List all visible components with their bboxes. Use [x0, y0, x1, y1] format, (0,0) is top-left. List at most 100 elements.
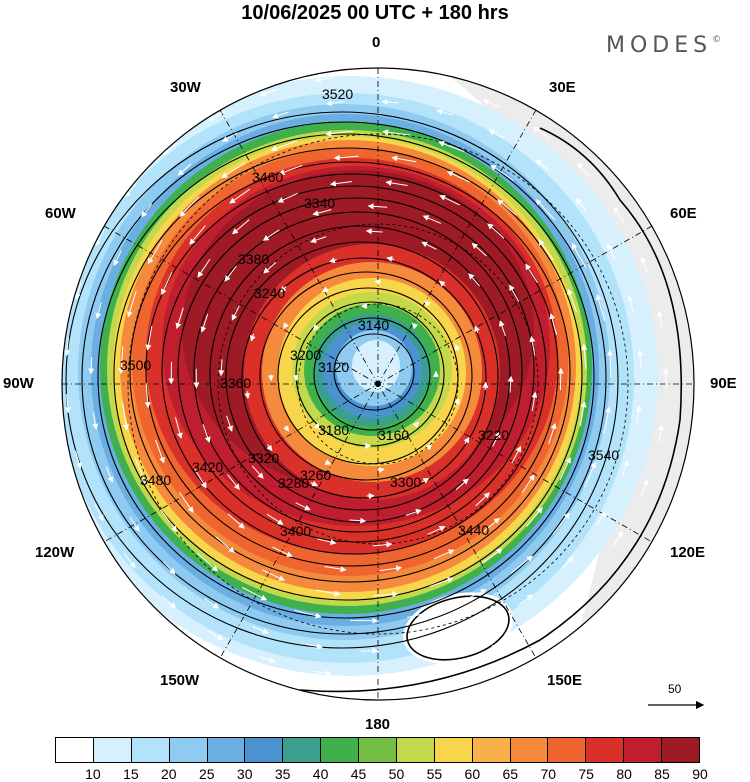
wind-vector: [313, 422, 321, 430]
wind-vector: [263, 262, 277, 274]
wind-vector: [278, 165, 303, 175]
colorbar-label: 15: [123, 766, 139, 782]
wind-vector: [312, 209, 332, 217]
vector-scale-label: 50: [668, 682, 682, 696]
wind-vector: [141, 203, 153, 218]
wind-vector: [438, 141, 465, 153]
wind-vector: [155, 439, 165, 464]
wind-vector: [271, 111, 289, 119]
wind-vector: [581, 343, 588, 369]
wind-vector: [482, 517, 500, 533]
wind-vector: [492, 431, 501, 447]
wind-vector: [118, 346, 125, 375]
wind-vector: [252, 626, 270, 634]
brand-name: MODES: [606, 33, 713, 58]
contour-label: 3500: [120, 357, 151, 373]
wind-vector: [425, 444, 433, 451]
wind-vector: [497, 199, 517, 216]
wind-vector: [640, 479, 649, 498]
wind-vector: [310, 236, 327, 244]
colorbar-swatch-5: [245, 738, 284, 762]
wind-vector: [74, 281, 82, 300]
wind-vector: [637, 349, 644, 368]
wind-vector: [313, 670, 332, 677]
colorbar-swatch-11: [472, 738, 511, 762]
lon-label-90w: 90W: [3, 375, 34, 392]
wind-vector: [511, 445, 522, 464]
wind-vector: [482, 381, 489, 391]
wind-vector: [391, 155, 417, 163]
wind-vector: [507, 375, 514, 393]
wind-vector: [373, 591, 399, 598]
wind-vector: [206, 630, 224, 641]
colorbar-label: 80: [616, 766, 632, 782]
colorbar-swatch-3: [169, 738, 208, 762]
brand-mark: ©: [712, 35, 722, 45]
wind-vector: [421, 478, 430, 484]
wind-vector: [488, 129, 505, 139]
wind-vector: [231, 305, 240, 321]
wind-vector: [455, 478, 469, 490]
wind-vector: [179, 196, 200, 218]
wind-vector: [161, 272, 173, 296]
wind-vector: [482, 99, 501, 109]
wind-vector: [123, 552, 136, 569]
wind-vector: [509, 284, 520, 302]
colorbar-swatch-15: [624, 738, 662, 762]
contour-label: 3160: [378, 427, 409, 443]
contour-label: 3420: [192, 459, 223, 475]
colorbar-label: 30: [236, 766, 253, 782]
wind-vector: [461, 589, 487, 602]
wind-vector: [371, 73, 391, 80]
wind-vector: [627, 295, 634, 313]
wind-vector: [221, 132, 238, 142]
lon-label-0: 0: [372, 34, 381, 51]
wind-vector: [471, 242, 487, 257]
wind-vector: [421, 241, 437, 250]
wind-vector: [538, 239, 554, 261]
wind-vector: [367, 203, 388, 210]
wind-vector: [312, 323, 320, 331]
wind-vector: [475, 492, 491, 507]
wind-vector: [144, 383, 151, 409]
wind-vector: [163, 142, 178, 156]
wind-vector: [386, 256, 395, 262]
wind-vector: [575, 576, 589, 591]
wind-vector: [325, 100, 344, 107]
wind-vector: [328, 257, 337, 264]
colorbar-swatch-2: [131, 738, 170, 762]
lon-label-90e: 90E: [710, 375, 737, 392]
wind-vector: [258, 655, 277, 664]
wind-vector: [145, 325, 153, 351]
wind-vector: [498, 320, 506, 337]
wind-vector: [621, 459, 629, 477]
wind-vector: [64, 394, 71, 414]
wind-vector: [126, 290, 137, 318]
wind-vector: [405, 508, 422, 516]
colorbar-swatch-1: [93, 738, 132, 762]
wind-vector: [525, 263, 538, 283]
wind-vector: [178, 491, 194, 513]
contour-label: 3200: [290, 347, 321, 363]
wind-vector: [575, 198, 587, 213]
wind-vector: [161, 595, 177, 609]
wind-vector: [229, 188, 251, 204]
wind-vector: [577, 162, 591, 177]
wind-vector: [221, 162, 245, 179]
colorbar: [55, 737, 700, 763]
lon-label-150w: 150W: [160, 672, 200, 689]
wind-vector: [200, 313, 209, 333]
wind-vector: [411, 322, 419, 330]
wind-vector: [658, 424, 664, 443]
contour-label: 3320: [248, 450, 279, 466]
wind-vector: [596, 510, 606, 527]
contour-label: 3440: [458, 522, 489, 538]
wind-vector: [535, 159, 550, 172]
wind-vector: [510, 555, 533, 574]
wind-vector: [429, 577, 454, 587]
wind-vector: [194, 469, 207, 489]
wind-vector: [266, 513, 284, 525]
wind-vector: [95, 302, 102, 320]
wind-vector: [372, 541, 393, 548]
